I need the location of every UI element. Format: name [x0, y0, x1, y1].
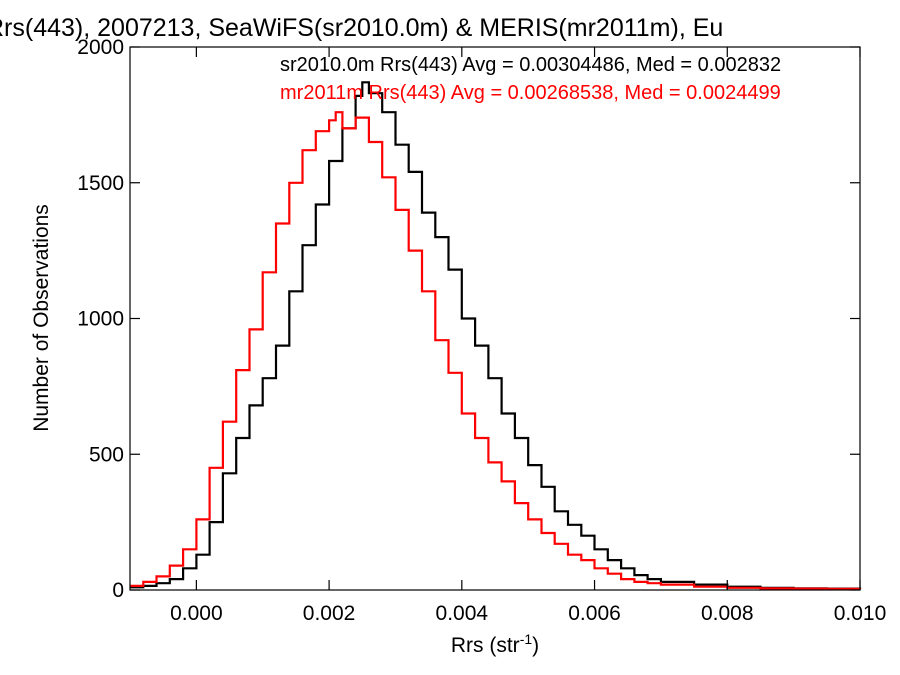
series-layer: [130, 81, 862, 590]
series-line-black: [130, 81, 862, 590]
y-axis-label: Number of Observations: [30, 204, 53, 432]
y-tick-label: 1500: [77, 172, 124, 195]
x-tick-label: 0.006: [568, 602, 621, 625]
x-tick-label: 0.008: [701, 602, 754, 625]
x-tick-label: 0.010: [834, 602, 887, 625]
x-tick-label: 0.004: [436, 602, 489, 625]
x-tick-label: 0.000: [170, 602, 223, 625]
plot-frame: [129, 46, 861, 591]
legend-annotation-black: sr2010.0m Rrs(443) Avg = 0.00304486, Med…: [280, 54, 781, 76]
y-tick-label: 500: [89, 443, 124, 466]
legend-annotation-red: mr2011m Rrs(443) Avg = 0.00268538, Med =…: [280, 82, 781, 104]
series-line-red: [130, 111, 862, 590]
x-axis-label: Rrs (str-1): [451, 631, 539, 657]
chart-title: Rrs(443), 2007213, SeaWiFS(sr2010.0m) & …: [0, 14, 723, 42]
axis-ticks: 0.000 0.002 0.004 0.006 0.008 0.010 0 500 1000 15…: [77, 36, 886, 625]
y-tick-label: 0: [112, 579, 124, 602]
y-tick-label: 2000: [77, 36, 124, 59]
y-tick-label: 1000: [77, 308, 124, 331]
x-tick-label: 0.002: [303, 602, 356, 625]
